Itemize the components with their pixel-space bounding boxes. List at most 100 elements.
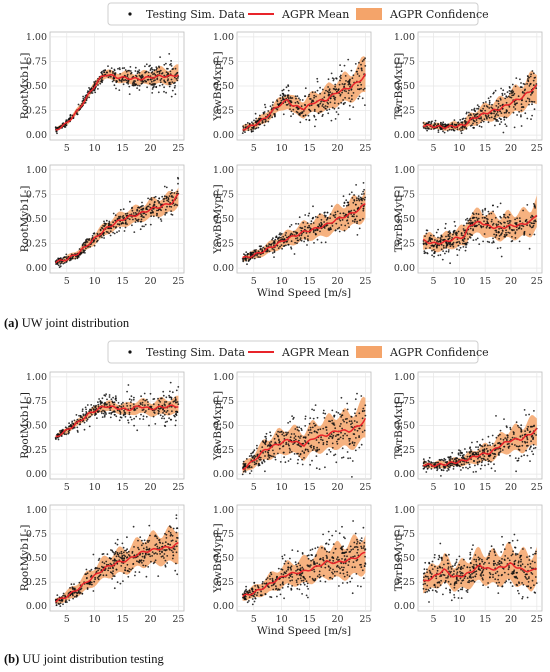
data-point bbox=[322, 574, 325, 577]
data-point bbox=[114, 397, 117, 399]
data-point bbox=[503, 418, 505, 420]
data-point bbox=[426, 468, 429, 470]
data-point bbox=[452, 241, 455, 244]
data-point bbox=[316, 449, 319, 451]
data-point bbox=[97, 559, 100, 561]
data-point bbox=[132, 218, 134, 221]
data-point bbox=[498, 117, 501, 120]
data-point bbox=[442, 244, 445, 247]
data-point bbox=[315, 118, 317, 121]
data-point bbox=[346, 219, 349, 222]
data-point bbox=[441, 459, 444, 461]
y-tick-label: 0.00 bbox=[26, 601, 47, 612]
data-point bbox=[312, 446, 315, 448]
data-point bbox=[487, 115, 489, 118]
data-point bbox=[132, 84, 135, 87]
data-point bbox=[430, 461, 432, 463]
data-point bbox=[428, 466, 430, 468]
data-point bbox=[465, 111, 468, 114]
data-point bbox=[355, 215, 358, 218]
data-point bbox=[175, 401, 177, 404]
data-point bbox=[133, 424, 136, 427]
data-point bbox=[101, 227, 104, 230]
data-point bbox=[117, 555, 120, 558]
x-tick-label: 10 bbox=[89, 276, 101, 287]
x-tick-label: 10 bbox=[453, 143, 465, 154]
y-tick-label: 0.25 bbox=[213, 577, 234, 588]
data-point bbox=[435, 231, 438, 234]
data-point bbox=[464, 120, 466, 122]
data-point bbox=[442, 469, 445, 472]
data-point bbox=[342, 195, 345, 198]
data-point bbox=[116, 581, 119, 584]
data-point bbox=[169, 192, 172, 195]
data-point bbox=[341, 457, 343, 459]
data-point bbox=[140, 218, 143, 221]
data-point bbox=[304, 95, 307, 98]
data-point bbox=[176, 401, 179, 403]
data-point bbox=[256, 254, 258, 257]
data-point bbox=[169, 543, 172, 546]
data-point bbox=[362, 207, 365, 210]
x-tick-label: 20 bbox=[331, 482, 343, 493]
data-point bbox=[492, 457, 495, 460]
data-point bbox=[298, 429, 300, 432]
data-point bbox=[495, 223, 498, 226]
mean-line bbox=[55, 193, 179, 264]
data-point bbox=[157, 216, 160, 219]
data-point bbox=[254, 585, 256, 587]
data-point bbox=[493, 452, 496, 455]
data-point bbox=[161, 417, 163, 420]
data-point bbox=[490, 467, 493, 470]
data-point bbox=[295, 563, 297, 566]
data-point bbox=[347, 83, 350, 86]
data-point bbox=[169, 70, 172, 73]
data-point bbox=[497, 100, 500, 103]
scatter-points bbox=[241, 520, 367, 606]
data-point bbox=[337, 113, 340, 116]
data-point bbox=[502, 131, 505, 134]
data-point bbox=[422, 243, 425, 246]
data-point bbox=[466, 591, 469, 593]
data-point bbox=[117, 406, 119, 409]
data-point bbox=[124, 69, 127, 71]
data-point bbox=[499, 246, 502, 249]
data-point bbox=[352, 548, 354, 550]
y-axis-label: TwrBsMyt[-] bbox=[393, 525, 405, 591]
data-point bbox=[301, 463, 304, 466]
data-point bbox=[358, 95, 361, 98]
data-point bbox=[147, 404, 149, 406]
data-point bbox=[484, 464, 486, 467]
data-point bbox=[527, 78, 529, 80]
data-point bbox=[85, 408, 87, 411]
data-point bbox=[158, 201, 161, 203]
data-point bbox=[298, 97, 300, 100]
data-point bbox=[164, 559, 167, 562]
data-point bbox=[68, 259, 71, 262]
data-point bbox=[134, 571, 137, 573]
data-point bbox=[349, 550, 352, 553]
data-point bbox=[127, 421, 130, 424]
data-point bbox=[306, 244, 308, 246]
data-point bbox=[139, 75, 142, 78]
data-point bbox=[285, 232, 287, 234]
data-point bbox=[163, 424, 166, 427]
x-tick-label: 5 bbox=[251, 276, 257, 287]
data-point bbox=[364, 555, 366, 558]
data-point bbox=[475, 119, 478, 121]
data-point bbox=[73, 583, 75, 585]
data-point bbox=[348, 437, 350, 440]
data-point bbox=[321, 439, 324, 442]
data-point bbox=[493, 112, 495, 115]
x-tick-label: 10 bbox=[89, 614, 101, 625]
data-point bbox=[528, 98, 531, 100]
data-point bbox=[467, 461, 470, 464]
data-point bbox=[355, 545, 357, 548]
data-point bbox=[311, 459, 313, 462]
data-point bbox=[526, 429, 529, 431]
data-point bbox=[513, 126, 516, 129]
y-tick-label: 0.25 bbox=[26, 239, 47, 250]
data-point bbox=[104, 411, 107, 414]
data-point bbox=[98, 235, 101, 238]
data-point bbox=[324, 241, 327, 244]
